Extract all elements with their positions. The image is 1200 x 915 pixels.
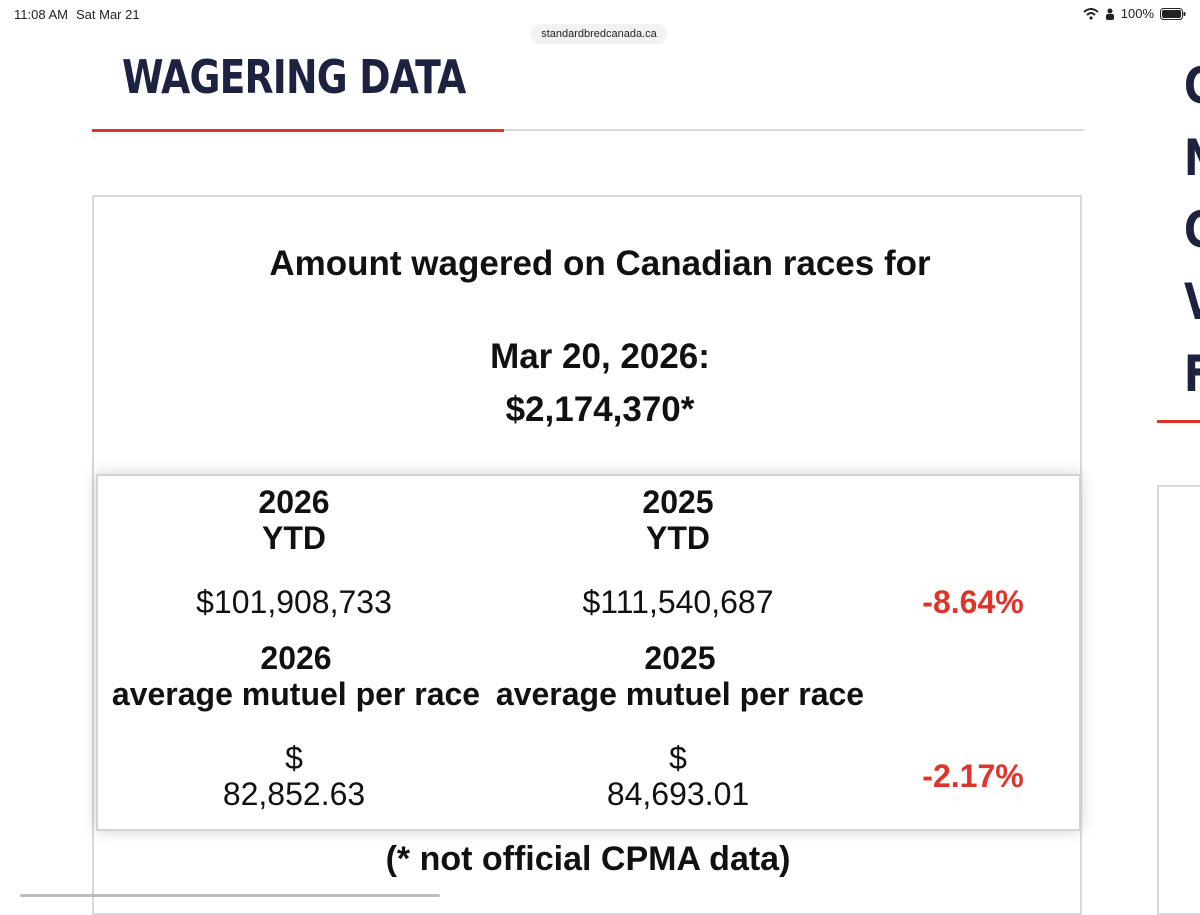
wagering-table: 2026 YTD 2025 YTD $101,908,733 $111,540,…: [96, 474, 1081, 831]
heading-divider: [92, 129, 1084, 131]
ytd-2026-value: $101,908,733: [196, 584, 392, 620]
battery-icon: [1160, 7, 1186, 20]
card-title: Amount wagered on Canadian races for: [269, 244, 931, 283]
avg-2025-label: average mutuel per race: [495, 676, 865, 712]
sidebar-letter: C: [1184, 50, 1200, 122]
page-title: WAGERING DATA: [122, 50, 466, 104]
status-indicators: 100%: [1083, 6, 1186, 21]
url-bar[interactable]: standardbredcanada.ca: [531, 24, 667, 44]
ytd-2026-year: 2026: [258, 484, 330, 520]
card-date: Mar 20, 2026:: [490, 337, 710, 376]
ytd-2025-label: YTD: [646, 520, 710, 556]
avg-2026-currency: $: [285, 740, 303, 776]
lock-rotation-icon: [1105, 8, 1114, 20]
avg-2025-year: 2025: [644, 640, 716, 676]
ytd-2025-header: 2025 YTD: [528, 484, 828, 556]
sidebar-accent-bar: [1157, 420, 1200, 423]
sidebar-letter: N: [1184, 122, 1200, 194]
ytd-2025-year: 2025: [642, 484, 714, 520]
avg-2025-currency: $: [669, 740, 687, 776]
avg-2025-header: 2025 average mutuel per race: [490, 640, 870, 712]
status-date: Sat Mar 21: [76, 7, 140, 22]
ytd-2026-header: 2026 YTD: [144, 484, 444, 556]
card-amount: $2,174,370*: [505, 390, 695, 429]
avg-change: -2.17%: [922, 758, 1024, 794]
battery-percent: 100%: [1120, 6, 1154, 21]
heading-accent-bar: [92, 129, 504, 132]
ytd-2026-label: YTD: [262, 520, 326, 556]
ytd-2025-value: $111,540,687: [582, 584, 774, 620]
avg-2026-header: 2026 average mutuel per race: [106, 640, 486, 712]
status-bar: 11:08 AM Sat Mar 21 100%: [0, 0, 1200, 28]
avg-2026-value: $ 82,852.63: [144, 740, 444, 812]
avg-2026-label: average mutuel per race: [111, 676, 481, 712]
sidebar-letter: V: [1184, 266, 1200, 338]
wifi-icon: [1083, 7, 1099, 20]
avg-2026-year: 2026: [260, 640, 332, 676]
sidebar-letter: C: [1184, 194, 1200, 266]
avg-2026-amount: 82,852.63: [222, 776, 366, 812]
sidebar-heading-fragment: C N C V F: [1184, 50, 1200, 410]
sidebar-card: [1157, 485, 1200, 915]
horizontal-scrollbar[interactable]: [20, 894, 440, 897]
ytd-change: -8.64%: [922, 584, 1024, 620]
status-time: 11:08 AM: [14, 7, 68, 22]
avg-2025-value: $ 84,693.01: [528, 740, 828, 812]
avg-2025-amount: 84,693.01: [606, 776, 750, 812]
sidebar-letter: F: [1184, 338, 1200, 410]
footnote: (* not official CPMA data): [385, 840, 791, 878]
